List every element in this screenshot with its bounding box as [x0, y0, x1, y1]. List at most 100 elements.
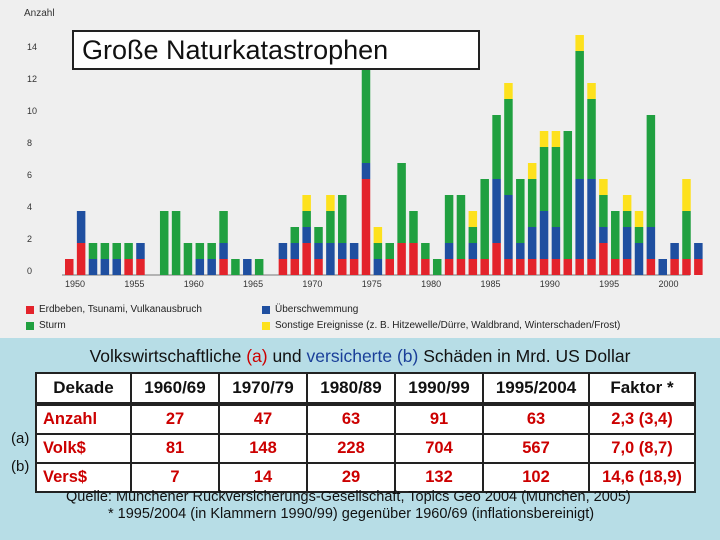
bar-segment: [278, 243, 288, 259]
bar-segment: [516, 179, 525, 243]
bar-segment: [468, 243, 478, 259]
bar-segment: [409, 211, 418, 243]
bar-segment: [646, 227, 656, 259]
bar-segment: [397, 243, 406, 275]
bar-segment: [76, 211, 86, 243]
bar-segment: [575, 35, 584, 51]
bar-segment: [492, 115, 501, 179]
table-cell: 704: [394, 433, 484, 464]
bar-segment: [599, 179, 608, 195]
bar-segment: [290, 243, 300, 259]
bar-segment: [658, 259, 667, 275]
bar-segment: [219, 259, 228, 275]
bar-segment: [563, 131, 573, 259]
subtitle-part-5: Schäden in Mrd. US Dollar: [418, 346, 631, 366]
table-row-label: Volk$: [35, 433, 132, 464]
bar-segment: [670, 259, 679, 275]
table-cell: 102: [482, 462, 590, 493]
bar-segment: [326, 195, 335, 211]
bar-segment: [373, 259, 383, 275]
table-header-cell: 1980/89: [306, 372, 396, 406]
bar-segment: [314, 243, 323, 259]
x-tick-label: 1975: [362, 279, 382, 289]
bar-segment: [468, 211, 478, 227]
bar-segment: [421, 259, 430, 275]
bar-segment: [100, 259, 110, 275]
bar-segment: [468, 259, 478, 275]
bar-segment: [587, 99, 596, 179]
table-header-row: Dekade 1960/69 1970/79 1980/89 1990/99 1…: [35, 372, 696, 406]
x-tick-label: 1950: [65, 279, 85, 289]
bar-segment: [575, 51, 584, 179]
bar-segment: [219, 211, 228, 243]
bar-segment: [349, 243, 359, 259]
bar-segment: [504, 259, 513, 275]
bar-segment: [290, 227, 300, 243]
table-cell: 567: [482, 433, 590, 464]
bar-segment: [527, 259, 537, 275]
y-tick-label: 4: [27, 202, 32, 212]
bar-segment: [587, 259, 596, 275]
bar-segment: [611, 211, 620, 259]
bar-segment: [646, 115, 656, 227]
table-cell: 63: [482, 403, 590, 435]
y-tick-label: 8: [27, 138, 32, 148]
x-tick-label: 1955: [124, 279, 144, 289]
table-cell: 7: [130, 462, 220, 493]
bar-segment: [76, 243, 86, 275]
bar-segment: [575, 179, 584, 259]
bar-segment: [551, 147, 561, 227]
bar-segment: [136, 259, 145, 275]
bar-segment: [670, 243, 679, 259]
bar-segment: [219, 243, 228, 259]
bar-segment: [575, 259, 584, 275]
bar-segment: [527, 227, 537, 259]
table-cell: 132: [394, 462, 484, 493]
chart-panel: Anzahl 0 2 4 6 8 10 12 14 1950 1955 1960 1965 1970 197…: [0, 0, 720, 338]
bar-segment: [159, 211, 169, 275]
y-tick-label: 10: [27, 106, 37, 116]
bar-segment: [88, 243, 98, 259]
subtitle: Volkswirtschaftliche (a) und versicherte…: [0, 346, 720, 367]
bar-segment: [563, 259, 573, 275]
bar-segment: [373, 243, 383, 259]
table-header-cell: Dekade: [35, 372, 132, 406]
bar-segment: [634, 227, 644, 243]
bar-segment: [456, 259, 466, 275]
bar-segment: [421, 243, 430, 259]
table-row: Anzahl 27 47 63 91 63 2,3 (3,4): [35, 403, 696, 435]
table-header-cell: 1970/79: [218, 372, 308, 406]
bar-segment: [385, 259, 394, 275]
bar-segment: [599, 243, 608, 275]
subtitle-part-3: und: [267, 346, 307, 366]
subtitle-insured-b: versicherte (b): [306, 346, 419, 366]
y-tick-label: 12: [27, 74, 37, 84]
bar-segment: [480, 259, 489, 275]
source-line-2: * 1995/2004 (in Klammern 1990/99) gegenü…: [108, 506, 595, 522]
bar-segment: [682, 179, 691, 211]
bar-segment: [195, 243, 205, 259]
table-cell: 47: [218, 403, 308, 435]
bar-chart: Anzahl 0 2 4 6 8 10 12 14 1950 1955 1960 1965 1970 197…: [24, 8, 703, 289]
x-tick-label: 1970: [302, 279, 322, 289]
legend-label-other: Sonstige Ereignisse (z. B. Hitzewelle/Dü…: [275, 320, 621, 331]
bar-segment: [338, 259, 347, 275]
x-tick-label: 1995: [599, 279, 619, 289]
bar-segment: [646, 259, 656, 275]
bar-segment: [100, 243, 110, 259]
bar-segment: [302, 243, 311, 275]
legend-swatch-flood: [262, 306, 270, 314]
bar-segment: [492, 243, 501, 275]
legend-swatch-other: [262, 322, 270, 330]
legend-swatch-storm: [26, 322, 34, 330]
bar-segment: [682, 211, 691, 259]
bar-segment: [338, 195, 347, 243]
bar-segment: [326, 211, 335, 243]
x-tick-label: 1960: [184, 279, 204, 289]
bar-segment: [112, 259, 121, 275]
bar-segment: [611, 259, 620, 275]
row-marker-b: (b): [11, 458, 30, 475]
table-cell: 14,6 (18,9): [588, 462, 696, 493]
table-cell: 91: [394, 403, 484, 435]
bar-segment: [480, 179, 489, 259]
